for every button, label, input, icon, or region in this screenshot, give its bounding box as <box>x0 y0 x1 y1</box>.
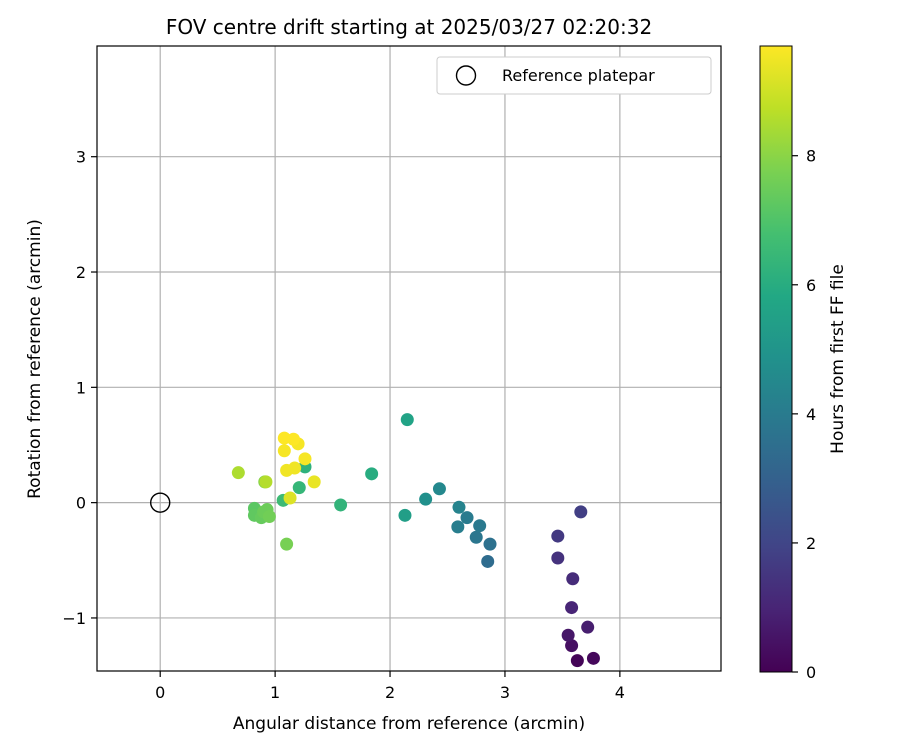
data-point <box>365 467 379 481</box>
x-axis-ticks: 0 1 2 3 4 <box>155 671 625 702</box>
data-point <box>570 654 584 668</box>
y-tick-label: 2 <box>76 263 86 282</box>
data-point <box>280 537 294 551</box>
data-point <box>398 508 412 522</box>
data-point <box>292 481 306 495</box>
data-point <box>551 529 565 543</box>
legend: Reference platepar <box>436 56 712 95</box>
y-tick-label: −1 <box>62 609 86 628</box>
grid <box>97 46 721 671</box>
data-points <box>231 413 600 668</box>
data-point <box>581 620 595 634</box>
colorbar-ticks: 0 2 4 6 8 <box>792 147 816 682</box>
data-point <box>469 530 483 544</box>
y-tick-label: 3 <box>76 148 86 167</box>
data-point <box>460 511 474 525</box>
x-tick-label: 3 <box>500 683 510 702</box>
x-tick-label: 1 <box>270 683 280 702</box>
data-point <box>283 491 297 505</box>
colorbar-tick-label: 0 <box>806 663 816 682</box>
data-point <box>334 498 348 512</box>
legend-reference-label: Reference platepar <box>502 66 655 85</box>
y-tick-label: 0 <box>76 494 86 513</box>
colorbar-gradient <box>759 45 793 673</box>
data-point <box>432 482 446 496</box>
data-point <box>551 551 565 565</box>
data-point <box>481 554 495 568</box>
colorbar-tick-label: 4 <box>806 405 816 424</box>
data-point <box>259 475 273 489</box>
x-axis-label: Angular distance from reference (arcmin) <box>233 714 585 734</box>
data-point <box>231 466 245 480</box>
x-tick-label: 2 <box>385 683 395 702</box>
reference-platepar-marker <box>150 492 171 513</box>
colorbar-tick-label: 8 <box>806 147 816 166</box>
data-point <box>565 601 579 615</box>
data-point <box>483 537 497 551</box>
data-point <box>277 444 291 458</box>
x-tick-label: 0 <box>155 683 165 702</box>
data-point <box>262 509 276 523</box>
y-axis-label: Rotation from reference (arcmin) <box>25 219 45 499</box>
data-point <box>452 500 466 514</box>
data-point <box>561 628 575 642</box>
y-tick-label: 1 <box>76 378 86 397</box>
data-point <box>566 572 580 586</box>
data-point <box>419 492 433 506</box>
chart-title: FOV centre drift starting at 2025/03/27 … <box>166 15 652 39</box>
colorbar-tick-label: 2 <box>806 534 816 553</box>
data-point <box>586 651 600 665</box>
data-point <box>473 519 487 533</box>
reference-marker-layer <box>150 492 171 513</box>
data-point <box>280 463 294 477</box>
legend-box <box>436 56 712 95</box>
data-point <box>451 520 465 534</box>
colorbar-tick-label: 6 <box>806 276 816 295</box>
data-point <box>307 475 321 489</box>
colorbar-label: Hours from first FF file <box>828 264 848 454</box>
data-point <box>298 452 312 466</box>
legend-reference-marker <box>455 65 477 86</box>
plot-frame <box>96 45 722 672</box>
data-point <box>574 505 588 519</box>
y-axis-ticks: −1 0 1 2 3 <box>62 148 97 628</box>
data-point <box>400 413 414 427</box>
data-point <box>565 639 579 653</box>
colorbar: 0 2 4 6 8 Hours from first FF file <box>759 45 848 682</box>
data-point <box>277 431 291 445</box>
x-tick-label: 4 <box>615 683 625 702</box>
